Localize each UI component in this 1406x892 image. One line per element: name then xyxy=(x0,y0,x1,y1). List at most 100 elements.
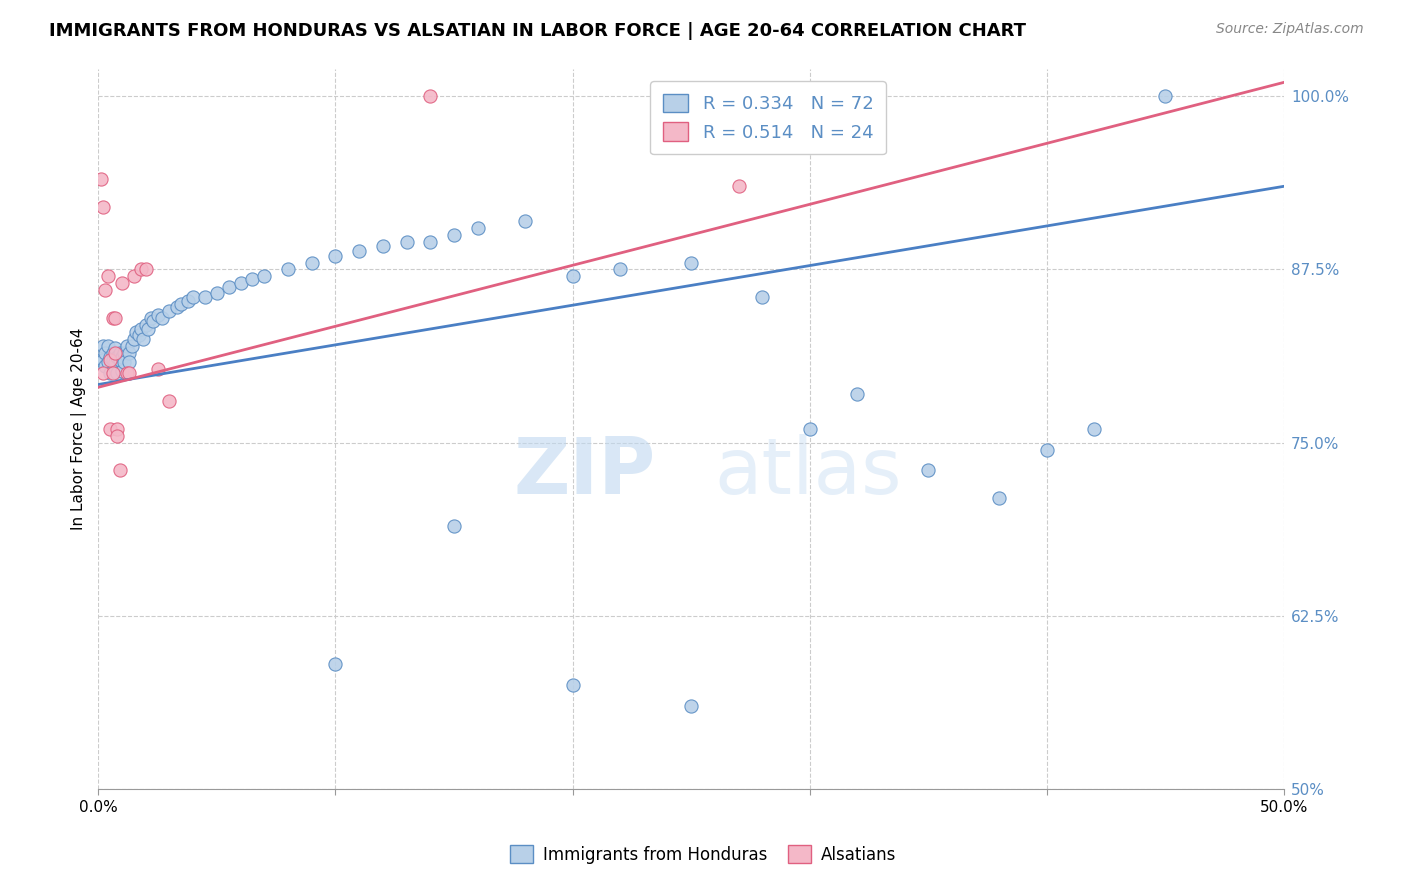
Point xyxy=(91,352,114,367)
Point xyxy=(561,269,583,284)
Point xyxy=(118,345,141,359)
Point xyxy=(467,220,489,235)
Point xyxy=(136,322,159,336)
Point xyxy=(1036,442,1059,457)
Point xyxy=(111,350,134,364)
Point xyxy=(108,463,131,477)
Legend: R = 0.334   N = 72, R = 0.514   N = 24: R = 0.334 N = 72, R = 0.514 N = 24 xyxy=(651,81,886,154)
Point xyxy=(150,310,173,325)
Point xyxy=(205,285,228,300)
Point xyxy=(513,214,536,228)
Point xyxy=(135,318,157,332)
Point xyxy=(94,345,117,359)
Point xyxy=(988,491,1011,505)
Point xyxy=(98,350,121,364)
Point xyxy=(104,342,127,356)
Point xyxy=(114,355,136,369)
Y-axis label: In Labor Force | Age 20-64: In Labor Force | Age 20-64 xyxy=(72,327,87,530)
Point xyxy=(419,89,441,103)
Point xyxy=(94,283,117,297)
Point xyxy=(101,352,124,367)
Point xyxy=(1154,89,1177,103)
Point xyxy=(229,277,252,291)
Point xyxy=(218,280,240,294)
Point xyxy=(443,227,465,242)
Point xyxy=(105,350,128,364)
Point xyxy=(121,339,143,353)
Point xyxy=(94,359,117,374)
Point xyxy=(194,290,217,304)
Legend: Immigrants from Honduras, Alsatians: Immigrants from Honduras, Alsatians xyxy=(503,838,903,871)
Point xyxy=(90,352,112,367)
Point xyxy=(91,367,114,381)
Point xyxy=(253,269,276,284)
Text: Source: ZipAtlas.com: Source: ZipAtlas.com xyxy=(1216,22,1364,37)
Point xyxy=(108,352,131,367)
Point xyxy=(122,332,145,346)
Point xyxy=(129,262,152,277)
Point xyxy=(105,422,128,436)
Point xyxy=(799,422,821,436)
Point xyxy=(146,362,169,376)
Point xyxy=(443,519,465,533)
Point xyxy=(132,332,155,346)
Point xyxy=(242,272,264,286)
Point xyxy=(166,300,188,314)
Point xyxy=(97,269,120,284)
Text: IMMIGRANTS FROM HONDURAS VS ALSATIAN IN LABOR FORCE | AGE 20-64 CORRELATION CHAR: IMMIGRANTS FROM HONDURAS VS ALSATIAN IN … xyxy=(49,22,1026,40)
Point xyxy=(146,308,169,322)
Point xyxy=(159,304,181,318)
Point xyxy=(91,200,114,214)
Point xyxy=(129,322,152,336)
Point xyxy=(118,367,141,381)
Point xyxy=(561,678,583,692)
Point xyxy=(139,310,162,325)
Point xyxy=(681,698,703,713)
Point xyxy=(325,249,347,263)
Point xyxy=(105,429,128,443)
Point xyxy=(846,387,869,401)
Point xyxy=(325,657,347,672)
Point xyxy=(177,294,200,309)
Point xyxy=(917,463,939,477)
Point xyxy=(98,367,121,381)
Point xyxy=(101,367,124,381)
Point xyxy=(419,235,441,249)
Point xyxy=(159,394,181,409)
Point xyxy=(751,290,773,304)
Point xyxy=(98,352,121,367)
Point xyxy=(111,364,134,378)
Point xyxy=(371,239,394,253)
Point xyxy=(90,172,112,186)
Point xyxy=(104,345,127,359)
Point xyxy=(347,244,370,259)
Point xyxy=(104,355,127,369)
Point xyxy=(105,367,128,381)
Point xyxy=(122,269,145,284)
Point xyxy=(1083,422,1105,436)
Point xyxy=(118,355,141,369)
Point xyxy=(104,310,127,325)
Point xyxy=(142,314,165,328)
Point xyxy=(97,339,120,353)
Point xyxy=(128,327,150,342)
Point xyxy=(301,255,323,269)
Point xyxy=(681,255,703,269)
Point xyxy=(101,310,124,325)
Point xyxy=(98,422,121,436)
Point xyxy=(101,345,124,359)
Point xyxy=(170,297,193,311)
Point xyxy=(108,345,131,359)
Point xyxy=(727,179,749,194)
Point xyxy=(395,235,418,249)
Point xyxy=(91,339,114,353)
Text: atlas: atlas xyxy=(714,434,903,510)
Point xyxy=(115,367,138,381)
Point xyxy=(115,339,138,353)
Point xyxy=(609,262,631,277)
Point xyxy=(97,355,120,369)
Point xyxy=(277,262,299,277)
Text: ZIP: ZIP xyxy=(513,434,655,510)
Point xyxy=(125,325,148,339)
Point xyxy=(111,277,134,291)
